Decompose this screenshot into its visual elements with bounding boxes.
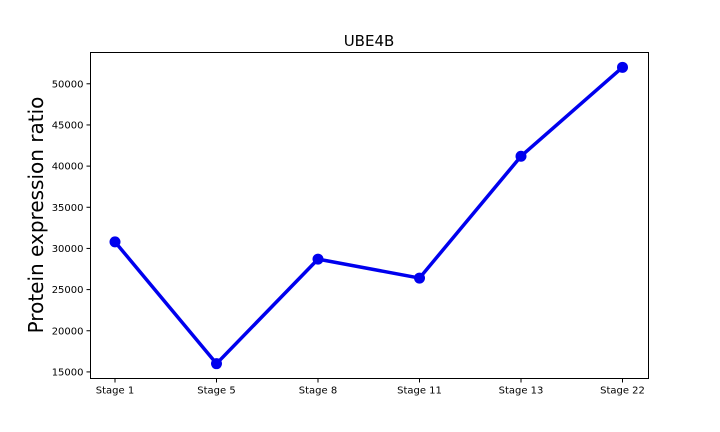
y-tick-label: 50000: [52, 79, 84, 90]
data-point: [515, 150, 527, 162]
series-line: [113, 66, 624, 366]
axis-ticks: 15000 20000 25000 30000 35000 40000 45000 50000…: [52, 79, 645, 396]
y-tick-label: 15000: [52, 367, 84, 378]
plot-area-frame: [90, 52, 649, 379]
x-tick-label: Stage 22: [600, 386, 645, 397]
y-tick-label: 40000: [52, 162, 84, 173]
data-point: [109, 236, 121, 248]
y-tick-label: 20000: [52, 326, 84, 337]
chart-title: UBE4B: [344, 32, 395, 50]
y-tick-label: 45000: [52, 120, 84, 131]
data-point: [414, 272, 425, 284]
data-point: [617, 61, 628, 73]
y-tick-label: 35000: [52, 203, 84, 214]
series-group: [109, 61, 628, 370]
data-point: [312, 253, 324, 265]
y-axis-label: Protein expression ratio: [24, 97, 48, 334]
x-tick-label: Stage 8: [299, 386, 337, 397]
x-tick-label: Stage 11: [397, 386, 442, 397]
y-tick-label: 25000: [52, 285, 84, 296]
y-tick-label: 30000: [52, 244, 84, 255]
x-tick-label: Stage 1: [96, 386, 134, 397]
x-tick-label: Stage 13: [499, 386, 544, 397]
x-tick-label: Stage 5: [197, 386, 235, 397]
data-point: [211, 358, 222, 370]
